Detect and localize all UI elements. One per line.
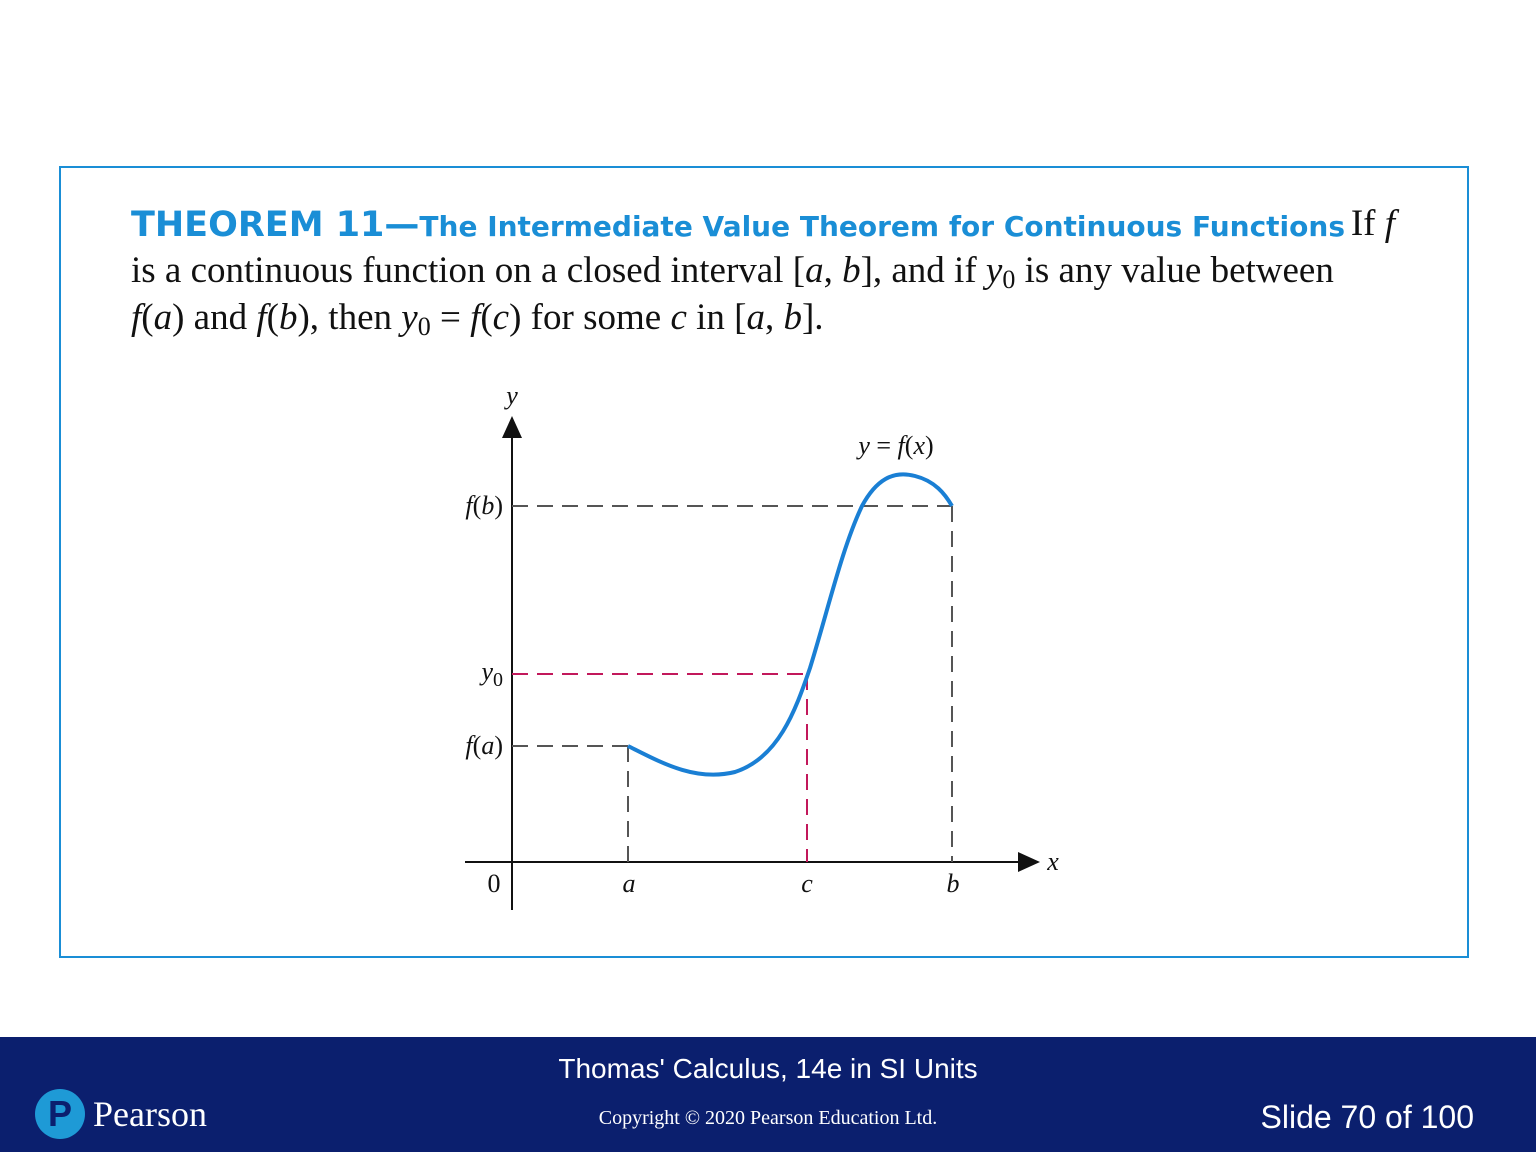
pearson-p-icon: P (35, 1089, 85, 1139)
curve-label: y = f(x) (855, 431, 933, 460)
copyright-text: Copyright © 2020 Pearson Education Ltd. (598, 1107, 938, 1129)
theorem-title: The Intermediate Value Theorem for Conti… (419, 210, 1345, 243)
xtick-b: b (947, 869, 960, 898)
theorem-line-1-tail: If f (1350, 203, 1395, 244)
theorem-heading: THEOREM 11—The Intermediate Value Theore… (131, 202, 1345, 245)
ytick-fb: f(b) (465, 491, 503, 520)
theorem-line-3: f(a) and f(b), then y0 = f(c) for some c… (131, 297, 824, 341)
pearson-wordmark: Pearson (93, 1094, 207, 1134)
xtick-c: c (801, 869, 813, 898)
theorem-line-2: is a continuous function on a closed int… (131, 250, 1334, 294)
ivt-graph: y x 0 y = f(x) f(b) y0 f(a) a c b (465, 381, 1059, 910)
theorem-statement: THEOREM 11—The Intermediate Value Theore… (131, 200, 1401, 341)
ytick-y0: y0 (478, 657, 503, 691)
slide-number: Slide 70 of 100 (1260, 1099, 1475, 1135)
origin-label: 0 (488, 869, 501, 898)
y-axis-label: y (503, 381, 518, 410)
theorem-number: THEOREM 11— (131, 205, 420, 245)
book-title: Thomas' Calculus, 14e in SI Units (558, 1053, 978, 1084)
function-curve (627, 472, 954, 777)
theorem-box (59, 166, 1469, 958)
theorem-line-1: THEOREM 11—The Intermediate Value Theore… (131, 200, 1401, 247)
x-axis-label: x (1046, 847, 1059, 876)
pearson-logo: P Pearson (35, 1089, 207, 1139)
ytick-fa: f(a) (465, 731, 503, 760)
xtick-a: a (623, 869, 636, 898)
footer-bar: Thomas' Calculus, 14e in SI Units Copyri… (0, 1037, 1536, 1152)
